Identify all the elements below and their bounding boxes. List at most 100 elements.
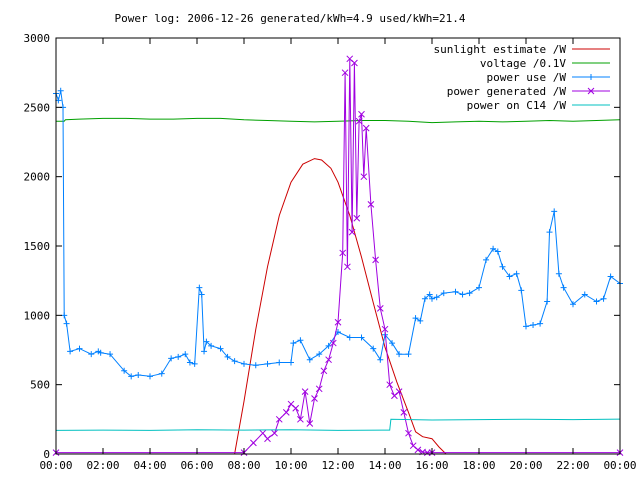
- y-tick-label: 1000: [24, 309, 51, 322]
- x-tick-label: 14:00: [368, 459, 401, 472]
- data-point: [271, 429, 278, 437]
- data-point: [315, 385, 323, 393]
- data-point: [483, 256, 490, 263]
- data-point: [57, 87, 64, 94]
- data-point: [555, 270, 562, 277]
- data-point: [217, 345, 224, 352]
- data-point: [544, 298, 551, 305]
- data-point: [600, 295, 607, 302]
- data-point: [537, 320, 544, 327]
- x-tick-label: 10:00: [274, 459, 307, 472]
- data-point: [358, 110, 365, 118]
- data-point: [107, 351, 114, 358]
- data-point: [135, 371, 142, 378]
- data-point: [362, 124, 370, 132]
- data-point: [334, 318, 342, 326]
- data-point: [282, 409, 290, 416]
- data-point: [377, 356, 384, 363]
- data-point: [147, 373, 153, 380]
- data-point: [264, 360, 271, 367]
- data-point: [593, 298, 600, 305]
- data-point: [186, 359, 193, 366]
- data-point: [499, 263, 506, 270]
- legend-label: power use /W: [487, 71, 567, 84]
- data-point: [325, 356, 332, 364]
- series-3: [52, 55, 624, 456]
- series-layer: [52, 55, 624, 456]
- data-point: [389, 340, 396, 347]
- data-point: [201, 348, 208, 355]
- data-point: [346, 334, 353, 341]
- data-point: [306, 420, 314, 427]
- data-point: [355, 117, 363, 125]
- legend-label: power on C14 /W: [467, 99, 567, 112]
- data-point: [231, 358, 238, 365]
- data-point: [168, 355, 175, 362]
- data-point: [353, 214, 361, 222]
- data-point: [530, 322, 537, 329]
- data-point: [348, 228, 356, 236]
- x-tick-label: 12:00: [321, 459, 354, 472]
- data-point: [546, 229, 553, 236]
- data-point: [191, 360, 198, 367]
- data-point: [276, 359, 283, 366]
- data-point: [513, 270, 520, 277]
- legend-label: power generated /W: [447, 85, 567, 98]
- data-point: [396, 351, 403, 358]
- series-line: [56, 158, 620, 455]
- series-4: [55, 418, 621, 431]
- x-tick-label: 20:00: [509, 459, 542, 472]
- data-point: [121, 367, 128, 374]
- series-1: [56, 117, 621, 124]
- data-point: [329, 339, 337, 347]
- data-point: [275, 415, 283, 423]
- data-point: [523, 323, 529, 330]
- data-point: [341, 69, 349, 77]
- data-point: [560, 284, 567, 291]
- y-tick-label: 1500: [24, 240, 51, 253]
- data-point: [198, 291, 205, 298]
- data-point: [551, 208, 558, 215]
- data-point: [196, 284, 203, 291]
- y-tick-label: 500: [30, 379, 50, 392]
- data-point: [429, 295, 435, 302]
- data-point: [370, 345, 377, 352]
- data-point: [320, 367, 328, 375]
- data-point: [316, 351, 323, 358]
- data-point: [417, 317, 424, 324]
- chart-title: Power log: 2006-12-26 generated/kWh=4.9 …: [115, 12, 466, 25]
- legend-marker: [587, 87, 595, 95]
- data-point: [252, 362, 259, 369]
- data-point: [259, 429, 267, 437]
- data-point: [297, 415, 304, 423]
- data-point: [292, 404, 300, 412]
- x-tick-label: 16:00: [415, 459, 448, 472]
- data-point: [358, 334, 365, 341]
- data-point: [297, 337, 304, 344]
- data-point: [433, 294, 440, 301]
- axis-ticks: 0 500 1000 1500 2000 2500 3000 00:00 02:00 04:00 0…: [24, 32, 637, 472]
- data-point: [76, 345, 83, 352]
- y-tick-label: 3000: [24, 32, 51, 45]
- data-point: [412, 315, 419, 322]
- data-point: [400, 409, 408, 416]
- series-line: [55, 418, 621, 431]
- data-point: [367, 201, 375, 208]
- data-point: [182, 351, 189, 358]
- data-point: [208, 342, 215, 349]
- data-point: [581, 291, 588, 298]
- x-tick-label: 18:00: [462, 459, 495, 472]
- data-point: [360, 173, 368, 181]
- y-tick-label: 0: [43, 448, 50, 461]
- data-point: [88, 351, 95, 358]
- x-tick-label: 00:00: [603, 459, 636, 472]
- data-point: [224, 353, 231, 360]
- legend-label: voltage /0.1V: [480, 57, 566, 70]
- data-point: [459, 291, 466, 298]
- data-point: [175, 353, 182, 360]
- data-point: [570, 301, 576, 308]
- data-point: [288, 359, 294, 366]
- x-tick-label: 06:00: [180, 459, 213, 472]
- data-point: [203, 338, 210, 345]
